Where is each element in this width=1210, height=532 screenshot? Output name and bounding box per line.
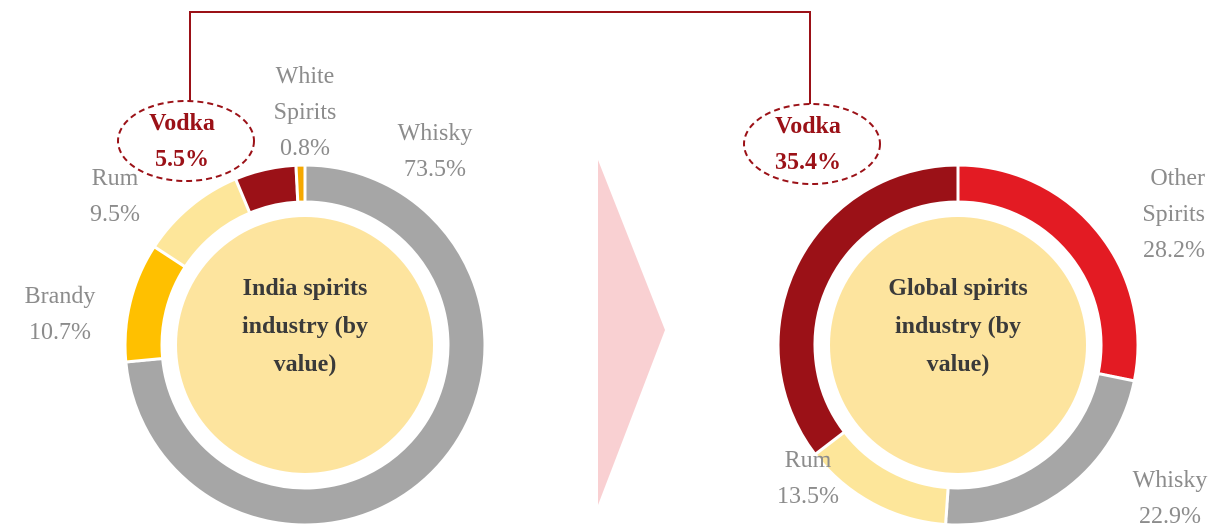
slice-value: 13.5% xyxy=(777,483,839,509)
slice-name: White Spirits xyxy=(273,63,337,125)
slice-name: Vodka xyxy=(149,110,215,136)
slice-value: 0.8% xyxy=(280,135,330,161)
slice-label: Vodka 35.4% xyxy=(753,108,863,180)
slice-label: Brandy 10.7% xyxy=(5,278,115,350)
center-title: Global spirits industry (by value) xyxy=(888,275,1028,377)
slice-name: Whisky xyxy=(397,120,473,146)
center-title: India spirits industry (by value) xyxy=(241,275,369,377)
highlight-ring xyxy=(743,103,881,185)
slice-name: Brandy xyxy=(24,283,96,309)
wedge xyxy=(294,163,307,204)
slice-name: Rum xyxy=(784,447,832,473)
transition-arrow xyxy=(598,160,665,505)
slice-value: 35.4% xyxy=(775,149,841,175)
slice-label: Whisky 22.9% xyxy=(1115,462,1210,532)
slice-name: Rum xyxy=(91,165,139,191)
highlight-ring xyxy=(117,100,255,182)
slice-name: Whisky xyxy=(1132,467,1208,493)
connector xyxy=(189,11,811,150)
slice-label: Rum 13.5% xyxy=(753,442,863,514)
slice-name: Other Spirits xyxy=(1142,165,1205,227)
slice-label: Vodka 5.5% xyxy=(127,105,237,177)
wedge xyxy=(124,163,487,527)
wedge xyxy=(123,244,188,364)
slice-value: 28.2% xyxy=(1143,237,1205,263)
slice-label: Whisky 73.5% xyxy=(380,115,490,187)
slice-label: Rum 9.5% xyxy=(60,160,170,232)
slice-value: 10.7% xyxy=(29,319,91,345)
slice-value: 73.5% xyxy=(404,156,466,182)
center-disc xyxy=(830,217,1086,473)
slice-name: Vodka xyxy=(775,113,841,139)
slice-value: 22.9% xyxy=(1139,503,1201,529)
slice-label: Other Spirits 28.2% xyxy=(1105,160,1205,268)
wedge xyxy=(776,163,960,457)
slice-value: 9.5% xyxy=(90,201,140,227)
center-disc xyxy=(177,217,433,473)
slice-label: White Spirits 0.8% xyxy=(250,58,360,166)
slice-value: 5.5% xyxy=(155,146,209,172)
